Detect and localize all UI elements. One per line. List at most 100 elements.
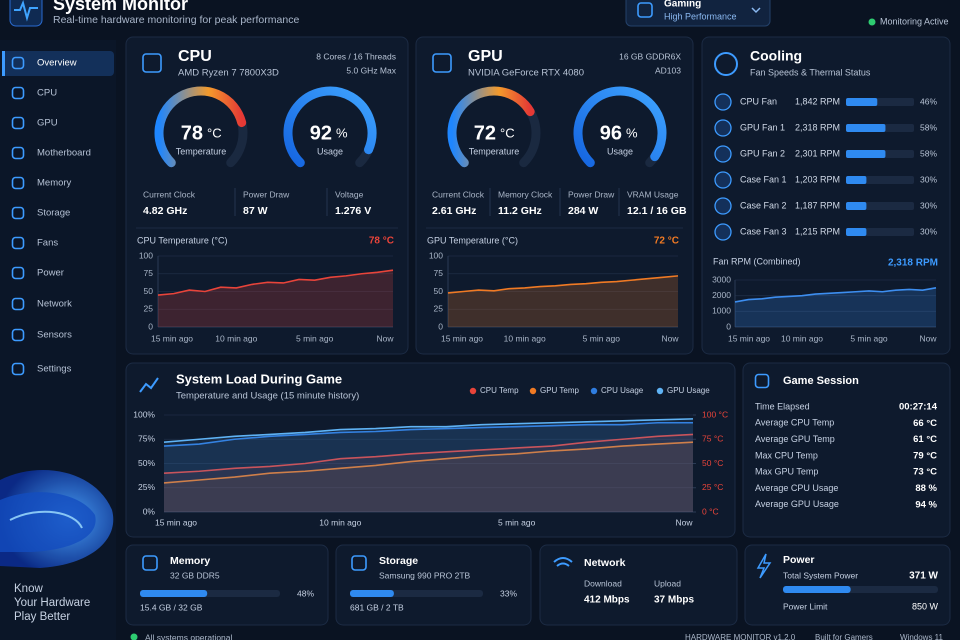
x-tick-label: 10 min ago xyxy=(781,333,823,343)
x-tick-label: Now xyxy=(675,517,693,527)
fan-icon xyxy=(714,145,732,163)
fan-rpm: 1,203 RPM xyxy=(795,174,840,184)
profile-dropdown[interactable] xyxy=(625,0,771,27)
app-subtitle: Real-time hardware monitoring for peak p… xyxy=(53,14,299,26)
fan-rpm: 1,842 RPM xyxy=(795,96,840,106)
active-item xyxy=(2,51,114,76)
net-label: Download xyxy=(584,578,622,588)
x-tick-label: 15 min ago xyxy=(151,333,193,343)
tagline: Know xyxy=(14,583,43,595)
power-value: 371 W xyxy=(909,571,938,582)
card-title: Network xyxy=(584,557,626,569)
x-tick-label: 15 min ago xyxy=(441,333,483,343)
session-label: Average CPU Usage xyxy=(755,483,838,493)
gauge-unit: °C xyxy=(500,125,515,140)
session-value: 66 °C xyxy=(913,418,937,429)
stat-label: Power Draw xyxy=(243,189,290,199)
usage-bar xyxy=(140,590,208,597)
app-title: System Monitor xyxy=(53,0,188,14)
icon xyxy=(11,236,25,250)
y2-tick-label: 25 °C xyxy=(702,482,723,492)
gauge-value xyxy=(447,86,535,168)
legend-label: CPU Usage xyxy=(601,386,644,395)
fan-icon xyxy=(714,171,732,189)
panel xyxy=(125,362,736,538)
usage-detail: 681 GB / 2 TB xyxy=(350,602,404,612)
y-tick-label: 100 xyxy=(429,250,443,260)
y-tick-label: 0 xyxy=(726,321,731,331)
net-value: 412 Mbps xyxy=(584,595,630,606)
legend-swatch xyxy=(590,387,598,395)
series-area xyxy=(164,422,693,512)
usage-detail: 15.4 GB / 32 GB xyxy=(140,602,203,612)
fan-percent: 58% xyxy=(920,148,937,158)
bolt-icon xyxy=(756,553,772,579)
series-line xyxy=(163,441,694,484)
y-tick-label: 100% xyxy=(133,409,155,419)
y-tick-label: 0 xyxy=(148,321,153,331)
area xyxy=(735,287,936,327)
y-tick-label: 3000 xyxy=(712,274,731,284)
session-label: Time Elapsed xyxy=(755,401,810,411)
icon xyxy=(142,53,162,73)
panel xyxy=(125,544,329,626)
active-bar xyxy=(2,51,5,76)
legend-swatch xyxy=(469,387,477,395)
logo-pulse xyxy=(14,0,38,22)
x-tick-label: 5 min ago xyxy=(583,333,621,343)
gauge-number: 92 xyxy=(310,122,332,144)
icon xyxy=(754,373,770,389)
nav-label: CPU xyxy=(37,88,57,99)
panel xyxy=(539,544,738,626)
profile-mode: High Performance xyxy=(664,11,737,21)
session-label: Max CPU Temp xyxy=(755,450,818,460)
spec: 5.0 GHz Max xyxy=(346,65,396,75)
x-tick-label: Now xyxy=(661,333,679,343)
net-label: Upload xyxy=(654,578,681,588)
gauge-unit: °C xyxy=(207,125,222,140)
x-tick-label: 5 min ago xyxy=(850,333,888,343)
power-limit: 850 W xyxy=(912,601,939,611)
fan-icon xyxy=(714,119,732,137)
net-value: 37 Mbps xyxy=(654,595,694,606)
icon xyxy=(11,206,25,220)
chart-current: 72 °C xyxy=(654,236,679,247)
gauge-value xyxy=(573,86,667,168)
fan-rpm: 2,301 RPM xyxy=(795,148,840,158)
fan-bar xyxy=(846,202,867,210)
icon xyxy=(637,2,653,18)
x-tick-label: 10 min ago xyxy=(215,333,257,343)
session-value: 00:27:14 xyxy=(899,402,938,413)
gauge-unit: % xyxy=(626,125,638,140)
subtitle: Fan Speeds & Thermal Status xyxy=(750,67,871,77)
fan-percent: 30% xyxy=(920,174,937,184)
status-dot xyxy=(130,633,138,640)
fan-icon xyxy=(714,197,732,215)
footer-tag: Built for Gamers xyxy=(815,633,873,640)
icon xyxy=(11,266,25,280)
y-tick-label: 75% xyxy=(138,434,155,444)
session-label: Max GPU Temp xyxy=(755,467,818,477)
panel-title: Cooling xyxy=(750,48,802,64)
gauge-label: Usage xyxy=(607,146,633,156)
gauge-value xyxy=(283,86,377,168)
fan-name: GPU Fan 2 xyxy=(740,148,785,158)
card-subtitle: 32 GB DDR5 xyxy=(170,570,220,580)
fan-name: CPU Fan xyxy=(740,96,777,106)
footer-os: Windows 11 xyxy=(900,633,944,640)
fan-name: Case Fan 2 xyxy=(740,200,787,210)
nav-label: Memory xyxy=(37,178,72,189)
swirl-art xyxy=(0,470,114,568)
icon xyxy=(11,56,25,70)
panel xyxy=(744,544,951,626)
nav-label: Fans xyxy=(37,238,58,249)
tagline: Play Better xyxy=(14,611,70,623)
x-tick-label: Now xyxy=(919,333,937,343)
x-tick-label: 5 min ago xyxy=(498,517,536,527)
icon xyxy=(432,53,452,73)
fan-bar xyxy=(846,98,878,106)
legend-swatch xyxy=(656,387,664,395)
session-label: Average GPU Temp xyxy=(755,434,835,444)
chart-title: Fan RPM (Combined) xyxy=(713,256,801,266)
